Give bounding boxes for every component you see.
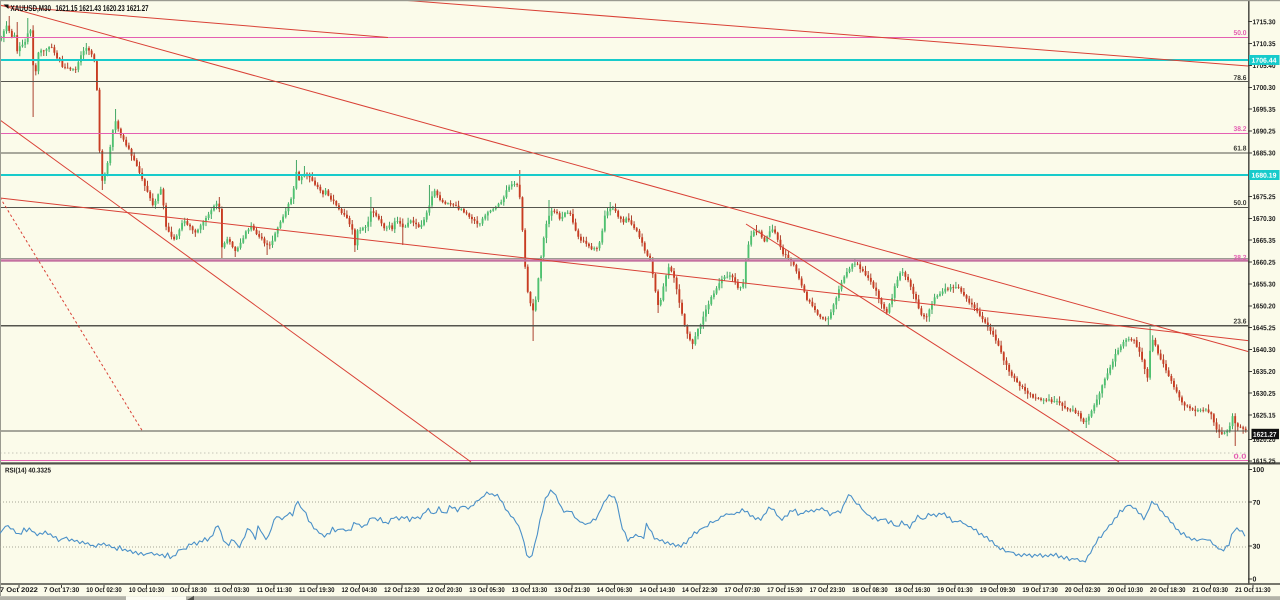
svg-text:19 Oct 09:30: 19 Oct 09:30 bbox=[980, 587, 1016, 594]
svg-text:50.0: 50.0 bbox=[1233, 30, 1246, 37]
svg-text:12 Oct 20:30: 12 Oct 20:30 bbox=[427, 587, 463, 594]
svg-text:1700.30: 1700.30 bbox=[1252, 85, 1275, 92]
svg-text:17 Oct 15:30: 17 Oct 15:30 bbox=[767, 587, 803, 594]
svg-text:78.6: 78.6 bbox=[1233, 75, 1246, 82]
svg-text:1665.35: 1665.35 bbox=[1252, 238, 1275, 245]
svg-text:RSI(14) 40.3325: RSI(14) 40.3325 bbox=[5, 467, 51, 474]
svg-text:38.2: 38.2 bbox=[1233, 126, 1246, 133]
svg-text:7 Oct 2022: 7 Oct 2022 bbox=[0, 587, 38, 594]
svg-text:21 Oct 11:30: 21 Oct 11:30 bbox=[1235, 587, 1271, 594]
svg-text:20 Oct 10:30: 20 Oct 10:30 bbox=[1107, 587, 1143, 594]
svg-text:10 Oct 18:30: 10 Oct 18:30 bbox=[171, 587, 207, 594]
svg-text:7 Oct 17:30: 7 Oct 17:30 bbox=[44, 587, 80, 594]
svg-text:13 Oct 13:30: 13 Oct 13:30 bbox=[512, 587, 548, 594]
svg-text:1670.30: 1670.30 bbox=[1252, 216, 1275, 223]
svg-text:13 Oct 05:30: 13 Oct 05:30 bbox=[469, 587, 505, 594]
svg-text:1705.40: 1705.40 bbox=[1252, 63, 1275, 70]
svg-text:1695.35: 1695.35 bbox=[1252, 107, 1275, 114]
svg-text:1715.30: 1715.30 bbox=[1252, 19, 1275, 26]
svg-text:18 Oct 08:30: 18 Oct 08:30 bbox=[852, 587, 888, 594]
svg-text:20 Oct 18:30: 20 Oct 18:30 bbox=[1150, 587, 1186, 594]
svg-text:30: 30 bbox=[1252, 544, 1260, 551]
svg-text:50.0: 50.0 bbox=[1233, 200, 1246, 207]
svg-text:1645.25: 1645.25 bbox=[1252, 325, 1275, 332]
svg-text:1680.19: 1680.19 bbox=[1251, 173, 1276, 180]
svg-text:1615.25: 1615.25 bbox=[1252, 458, 1275, 465]
svg-text:61.8: 61.8 bbox=[1233, 145, 1246, 152]
svg-text:18 Oct 16:30: 18 Oct 16:30 bbox=[895, 587, 931, 594]
svg-text:10 Oct 10:30: 10 Oct 10:30 bbox=[129, 587, 165, 594]
svg-text:100: 100 bbox=[1252, 467, 1264, 474]
svg-text:1655.30: 1655.30 bbox=[1252, 281, 1275, 288]
svg-text:1620.20: 1620.20 bbox=[1252, 437, 1275, 444]
svg-text:14 Oct 14:30: 14 Oct 14:30 bbox=[639, 587, 675, 594]
svg-text:12 Oct 12:30: 12 Oct 12:30 bbox=[384, 587, 420, 594]
svg-text:10 Oct 02:30: 10 Oct 02:30 bbox=[86, 587, 122, 594]
svg-text:0: 0 bbox=[1252, 576, 1256, 583]
svg-text:1660.25: 1660.25 bbox=[1252, 260, 1275, 267]
svg-text:13 Oct 21:30: 13 Oct 21:30 bbox=[554, 587, 590, 594]
svg-text:12 Oct 04:30: 12 Oct 04:30 bbox=[342, 587, 378, 594]
svg-text:1710.35: 1710.35 bbox=[1252, 41, 1275, 48]
svg-text:21 Oct 03:30: 21 Oct 03:30 bbox=[1193, 587, 1229, 594]
svg-text:1650.20: 1650.20 bbox=[1252, 303, 1275, 310]
svg-text:1635.20: 1635.20 bbox=[1252, 369, 1275, 376]
svg-text:14 Oct 22:30: 14 Oct 22:30 bbox=[682, 587, 718, 594]
svg-text:11 Oct 19:30: 11 Oct 19:30 bbox=[299, 587, 335, 594]
svg-text:0.0: 0.0 bbox=[1233, 454, 1246, 461]
svg-text:23.6: 23.6 bbox=[1233, 318, 1246, 325]
svg-text:1706.44: 1706.44 bbox=[1251, 58, 1276, 65]
svg-text:14 Oct 06:30: 14 Oct 06:30 bbox=[597, 587, 633, 594]
svg-text:1690.25: 1690.25 bbox=[1252, 129, 1275, 136]
svg-text:17 Oct 07:30: 17 Oct 07:30 bbox=[725, 587, 761, 594]
svg-text:19 Oct 17:30: 19 Oct 17:30 bbox=[1022, 587, 1058, 594]
svg-text:11 Oct 11:30: 11 Oct 11:30 bbox=[256, 587, 292, 594]
svg-text:20 Oct 02:30: 20 Oct 02:30 bbox=[1065, 587, 1101, 594]
svg-text:1675.25: 1675.25 bbox=[1252, 194, 1275, 201]
svg-text:11 Oct 03:30: 11 Oct 03:30 bbox=[214, 587, 250, 594]
svg-text:38.2: 38.2 bbox=[1233, 255, 1246, 262]
svg-text:1621.15 1621.43 1620.23 1621.2: 1621.15 1621.43 1620.23 1621.27 bbox=[55, 3, 148, 13]
svg-text:1625.15: 1625.15 bbox=[1252, 413, 1275, 420]
svg-text:1630.25: 1630.25 bbox=[1252, 391, 1275, 398]
svg-text:1640.30: 1640.30 bbox=[1252, 347, 1275, 354]
svg-text:1685.30: 1685.30 bbox=[1252, 150, 1275, 157]
svg-text:1621.27: 1621.27 bbox=[1253, 432, 1277, 439]
svg-text:XAUUSD,M30: XAUUSD,M30 bbox=[10, 3, 51, 13]
svg-text:17 Oct 23:30: 17 Oct 23:30 bbox=[810, 587, 846, 594]
svg-text:70: 70 bbox=[1252, 500, 1260, 507]
svg-text:19 Oct 01:30: 19 Oct 01:30 bbox=[937, 587, 973, 594]
